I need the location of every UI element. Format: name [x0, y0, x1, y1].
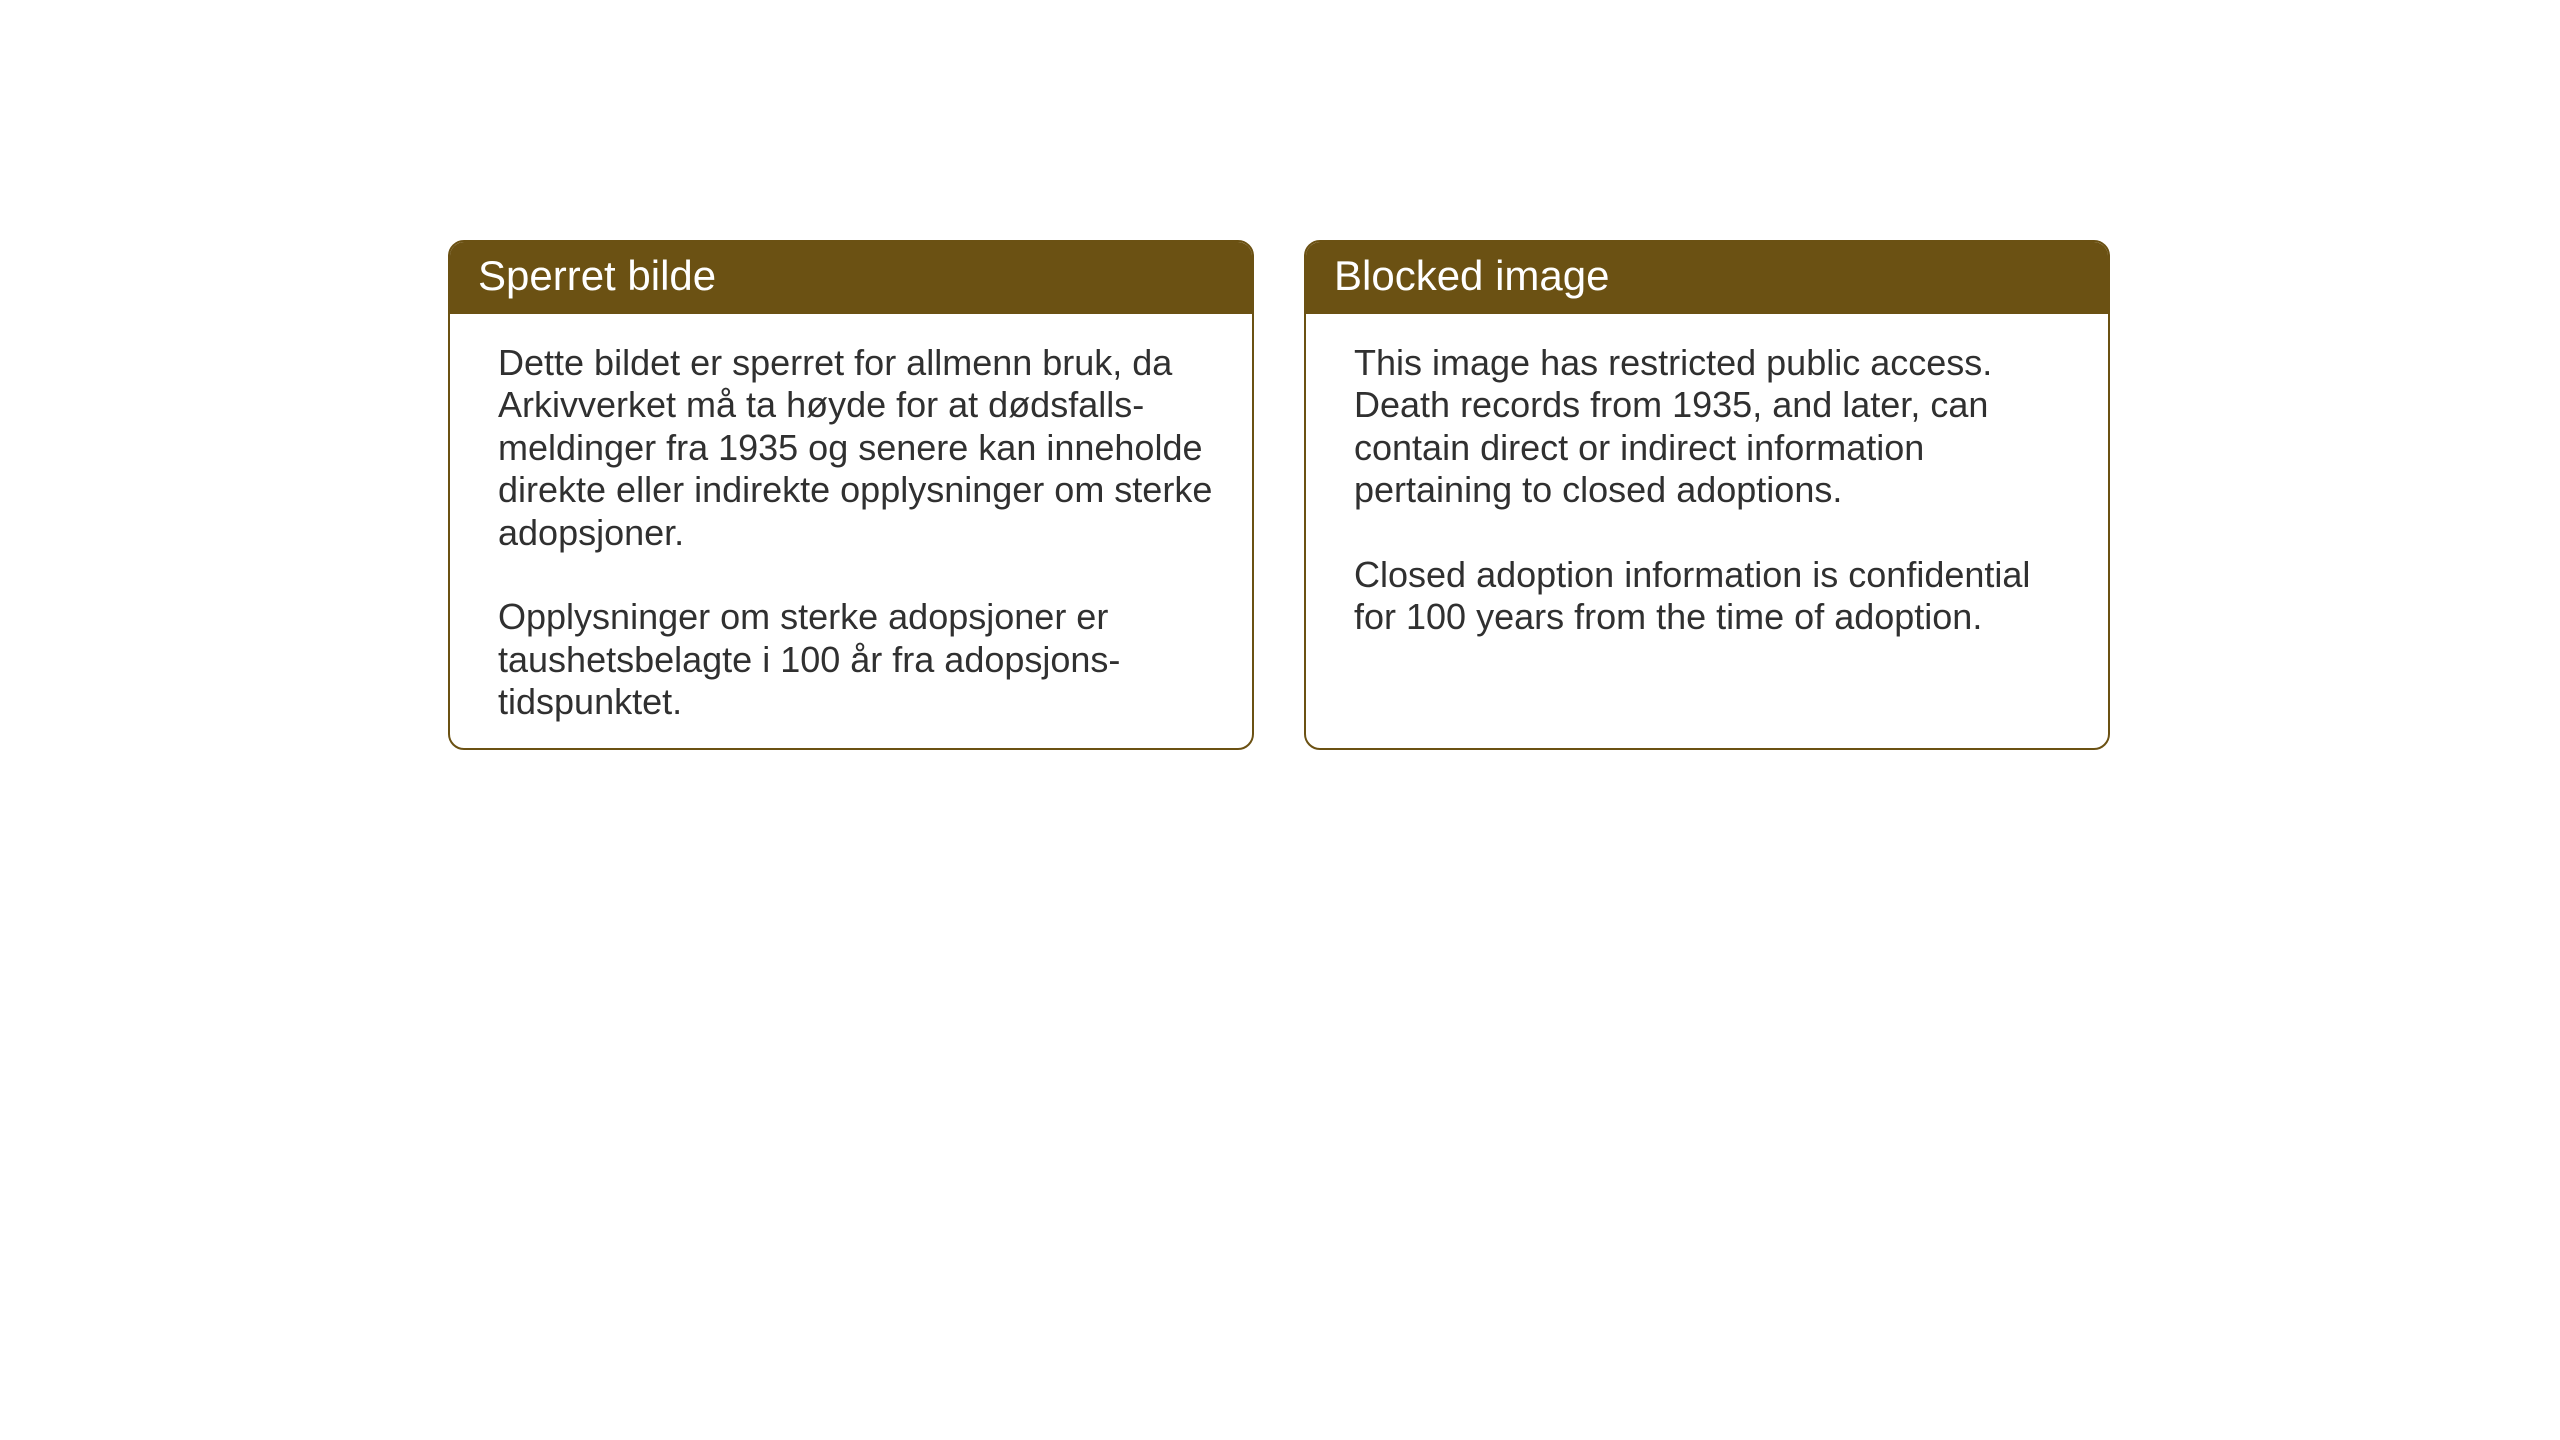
card-paragraph-1: This image has restricted public access.…	[1354, 342, 2080, 512]
card-paragraph-2: Closed adoption information is confident…	[1354, 554, 2080, 639]
card-header-norwegian: Sperret bilde	[450, 242, 1252, 314]
card-header-english: Blocked image	[1306, 242, 2108, 314]
cards-container: Sperret bilde Dette bildet er sperret fo…	[0, 0, 2560, 750]
card-body-english: This image has restricted public access.…	[1306, 314, 2108, 667]
blocked-image-card-norwegian: Sperret bilde Dette bildet er sperret fo…	[448, 240, 1254, 750]
blocked-image-card-english: Blocked image This image has restricted …	[1304, 240, 2110, 750]
card-paragraph-1: Dette bildet er sperret for allmenn bruk…	[498, 342, 1224, 554]
card-paragraph-2: Opplysninger om sterke adopsjoner er tau…	[498, 596, 1224, 723]
card-body-norwegian: Dette bildet er sperret for allmenn bruk…	[450, 314, 1252, 750]
